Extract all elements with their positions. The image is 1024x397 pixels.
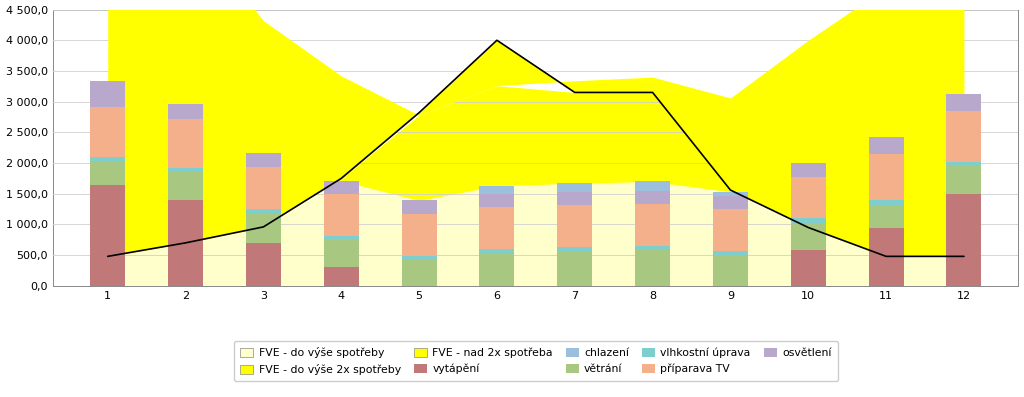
Bar: [635, 191, 670, 204]
Bar: [246, 168, 281, 209]
Bar: [90, 157, 125, 161]
Bar: [946, 194, 981, 286]
Bar: [635, 246, 670, 250]
Bar: [557, 247, 592, 251]
Bar: [946, 94, 981, 112]
Bar: [791, 177, 825, 218]
Bar: [168, 168, 203, 172]
Bar: [246, 214, 281, 243]
Bar: [90, 81, 125, 106]
Bar: [168, 172, 203, 200]
Bar: [168, 200, 203, 286]
Legend: FVE - do výše spotřeby, FVE - do výše 2x spotřeby, FVE - nad 2x spotřeba, vytápě: FVE - do výše spotřeby, FVE - do výše 2x…: [233, 341, 838, 382]
Bar: [713, 196, 748, 209]
Bar: [401, 200, 436, 214]
Bar: [791, 218, 825, 223]
Bar: [791, 223, 825, 250]
Bar: [401, 214, 436, 256]
Bar: [946, 166, 981, 194]
Bar: [90, 161, 125, 185]
Bar: [246, 243, 281, 286]
Bar: [479, 207, 514, 249]
Bar: [868, 200, 903, 205]
Bar: [401, 256, 436, 260]
Bar: [635, 181, 670, 191]
Bar: [90, 185, 125, 286]
Bar: [246, 209, 281, 214]
Bar: [946, 162, 981, 166]
Bar: [168, 104, 203, 119]
Bar: [557, 192, 592, 205]
Bar: [868, 205, 903, 228]
Bar: [713, 192, 748, 196]
Bar: [713, 209, 748, 251]
Bar: [168, 119, 203, 168]
Bar: [791, 163, 825, 177]
Bar: [557, 205, 592, 247]
Bar: [635, 204, 670, 246]
Bar: [868, 137, 903, 154]
Bar: [479, 186, 514, 194]
Bar: [479, 194, 514, 207]
Bar: [479, 249, 514, 253]
Bar: [90, 106, 125, 157]
Bar: [713, 251, 748, 255]
Bar: [868, 154, 903, 200]
Bar: [401, 260, 436, 286]
Bar: [324, 267, 358, 286]
Bar: [324, 195, 358, 236]
Bar: [479, 253, 514, 286]
Bar: [868, 228, 903, 286]
Bar: [557, 251, 592, 286]
Bar: [324, 236, 358, 241]
Bar: [557, 183, 592, 192]
Bar: [791, 250, 825, 286]
Bar: [635, 250, 670, 286]
Bar: [324, 181, 358, 195]
Bar: [246, 153, 281, 168]
Bar: [324, 241, 358, 267]
Bar: [946, 112, 981, 162]
Bar: [713, 255, 748, 286]
